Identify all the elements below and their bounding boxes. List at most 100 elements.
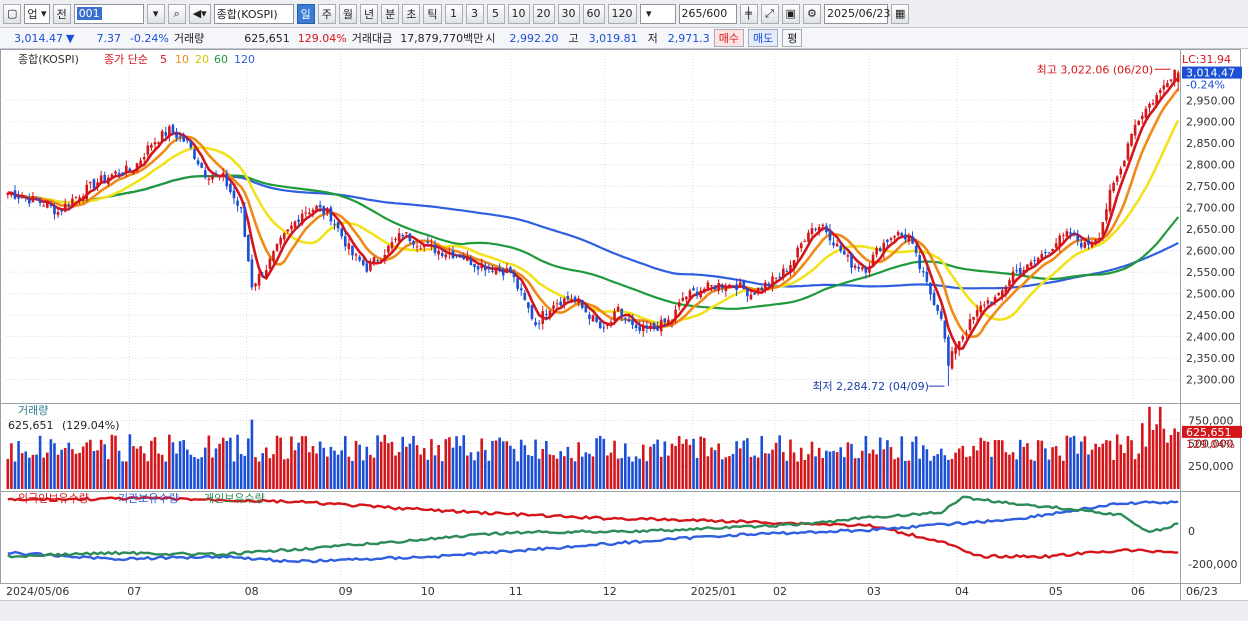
candle-body xyxy=(706,282,710,290)
date-field[interactable]: 2025/06/23 xyxy=(823,3,890,24)
candle-body xyxy=(624,318,627,320)
candle-body xyxy=(405,232,408,234)
volume-bar xyxy=(871,449,875,489)
candle-body xyxy=(99,175,103,184)
candle-body xyxy=(667,319,670,326)
candle-body xyxy=(1097,238,1101,241)
candle-body xyxy=(728,284,731,288)
draw-tool-icon[interactable]: ⤢ xyxy=(760,3,779,24)
volume-bar xyxy=(1040,440,1044,489)
interval-120[interactable]: 120 xyxy=(607,3,637,24)
candle-body xyxy=(290,225,293,229)
interval-30[interactable]: 30 xyxy=(557,3,580,24)
period-second[interactable]: 초 xyxy=(402,3,421,24)
interval-60[interactable]: 60 xyxy=(582,3,605,24)
volume-bar xyxy=(975,450,979,489)
interval-1[interactable]: 1 xyxy=(444,3,463,24)
candle-body xyxy=(114,171,117,174)
volume-bar xyxy=(1015,459,1018,489)
eval-button[interactable]: 평 xyxy=(782,29,803,47)
volume-bar xyxy=(1162,428,1166,489)
period-month[interactable]: 월 xyxy=(338,3,358,24)
volume-bar xyxy=(620,458,624,489)
candle-body xyxy=(200,162,203,168)
candle-body xyxy=(1094,239,1097,245)
volume-bar xyxy=(128,434,132,489)
volume-bar xyxy=(1065,435,1069,489)
candle-body xyxy=(717,283,720,291)
volume-bar xyxy=(186,449,189,489)
candle-body xyxy=(939,311,943,319)
calendar-icon[interactable]: ▦ xyxy=(890,3,910,24)
candle-body xyxy=(1000,290,1004,296)
volume-bar xyxy=(451,447,455,489)
period-year[interactable]: 년 xyxy=(360,3,379,24)
interval-custom-select[interactable]: ▾ xyxy=(639,3,676,24)
index-name-field[interactable]: 종합(KOSPI) xyxy=(213,3,294,24)
search-icon[interactable]: ⌕ xyxy=(167,3,186,24)
period-tick[interactable]: 틱 xyxy=(423,3,442,24)
interval-10[interactable]: 10 xyxy=(507,3,530,24)
volume-bar xyxy=(71,449,74,489)
volume-bar xyxy=(300,436,304,489)
volume-bar xyxy=(318,441,322,489)
volume-bar xyxy=(329,446,333,489)
layout-icon[interactable]: ▢ xyxy=(3,3,22,24)
volume-bar xyxy=(979,437,983,489)
volume-bar xyxy=(731,453,735,489)
candle-icon[interactable]: ╪ xyxy=(739,3,758,24)
sell-button[interactable]: 매도 xyxy=(748,29,779,47)
save-icon[interactable]: ▣ xyxy=(781,3,800,24)
candle-body xyxy=(566,295,570,300)
period-week[interactable]: 주 xyxy=(317,3,336,24)
candle-body xyxy=(1076,235,1079,241)
volume-bar xyxy=(20,453,24,489)
volume-bar xyxy=(132,446,135,489)
code-input[interactable]: 001 xyxy=(73,3,144,24)
candle-body xyxy=(1026,264,1029,270)
candle-body xyxy=(799,243,803,249)
interval-5[interactable]: 5 xyxy=(486,3,505,24)
volume-bar xyxy=(835,452,839,489)
candle-body xyxy=(670,320,674,322)
interval-20[interactable]: 20 xyxy=(532,3,555,24)
speaker-icon[interactable]: ◀▾ xyxy=(188,3,211,24)
volume-bar xyxy=(609,452,613,489)
type-button[interactable]: 전 xyxy=(52,3,71,24)
volume-bar xyxy=(78,452,81,489)
candle-body xyxy=(950,351,954,369)
scroll-bar[interactable] xyxy=(0,600,1248,621)
volume-bar xyxy=(1036,440,1040,489)
buy-button[interactable]: 매수 xyxy=(713,29,745,47)
candle-body xyxy=(207,178,211,181)
volume-bar xyxy=(649,446,652,489)
candle-body xyxy=(150,144,153,148)
candle-body xyxy=(329,207,333,222)
candle-body xyxy=(677,302,681,308)
volume-bar xyxy=(1033,460,1036,489)
market-select[interactable]: 업 ▾ xyxy=(24,3,50,24)
volume-bar xyxy=(656,439,659,489)
period-day[interactable]: 일 xyxy=(296,3,315,24)
stock-chart[interactable]: 2024/05/06 07 08 09 10 11 12 2025/01 02 03 04 05 06 0… xyxy=(0,49,1248,600)
candle-body xyxy=(616,306,620,312)
candle-body xyxy=(225,173,229,187)
period-minute[interactable]: 분 xyxy=(381,3,400,24)
dropdown-icon[interactable]: ▾ xyxy=(146,3,165,24)
candle-body xyxy=(96,182,99,186)
candle-body xyxy=(746,288,749,297)
legend-institution: 기관보유수량 xyxy=(118,492,179,505)
gear-icon[interactable]: ⚙ xyxy=(802,3,821,24)
volume-bar xyxy=(1054,446,1058,489)
candle-body xyxy=(548,310,552,318)
interval-3[interactable]: 3 xyxy=(465,3,484,24)
candle-body xyxy=(965,332,968,334)
volume-bar xyxy=(638,458,641,489)
holding-tick-0: 0 xyxy=(1188,525,1195,538)
candle-body xyxy=(860,267,864,270)
volume-bar xyxy=(394,455,397,489)
count-field[interactable]: 265/600 xyxy=(678,3,737,24)
x-tick-label: 07 xyxy=(127,585,141,598)
volume-bar xyxy=(1011,452,1015,489)
volume-bar xyxy=(96,450,99,489)
